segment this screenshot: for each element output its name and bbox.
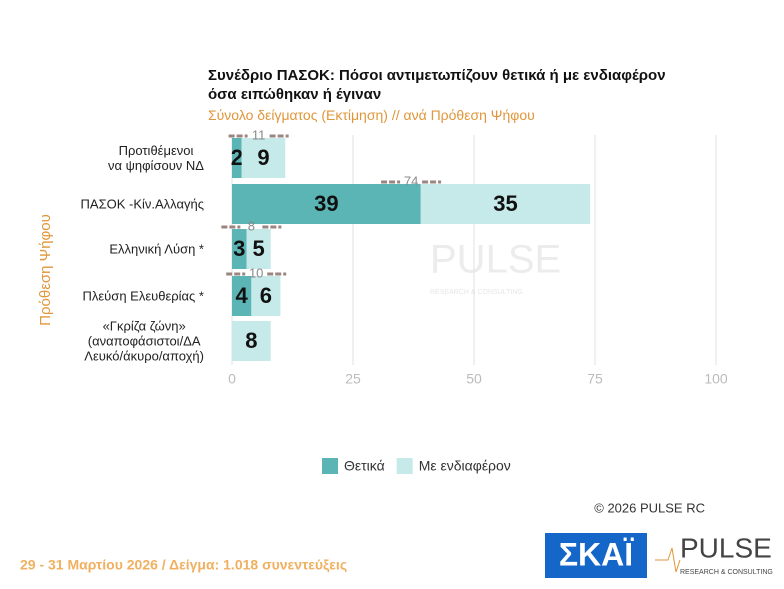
total-label: 74 bbox=[404, 173, 418, 188]
bar bbox=[251, 276, 281, 316]
x-tick-label: 0 bbox=[228, 371, 236, 387]
legend-label: Με ενδιαφέρον bbox=[419, 458, 511, 474]
category-label: «Γκρίζα ζώνη» (αναποφάσιστοι/ΔΑ Λευκό/άκ… bbox=[84, 318, 204, 364]
bar bbox=[232, 321, 271, 361]
pulse-icon bbox=[655, 547, 681, 573]
chart-title: Συνέδριο ΠΑΣΟΚ: Πόσοι αντιμετωπίζουν θετ… bbox=[208, 67, 666, 103]
x-tick-label: 75 bbox=[587, 371, 603, 387]
legend-swatch bbox=[322, 458, 338, 474]
total-label: 8 bbox=[248, 218, 255, 233]
copyright: © 2026 PULSE RC bbox=[594, 500, 705, 515]
value-label: 35 bbox=[493, 191, 517, 216]
pulse-logo: PULSE bbox=[680, 532, 772, 563]
watermark: PULSE bbox=[430, 238, 561, 282]
legend-swatch bbox=[396, 458, 413, 474]
total-label: 11 bbox=[252, 127, 266, 142]
bar bbox=[232, 184, 421, 224]
bar bbox=[232, 138, 242, 178]
total-label: 10 bbox=[249, 265, 263, 280]
watermark-tagline: RESEARCH & CONSULTING bbox=[430, 289, 523, 296]
footer-note: 29 - 31 Μαρτίου 2026 / Δείγμα: 1.018 συν… bbox=[20, 557, 347, 573]
legend-label: Θετικά bbox=[344, 458, 385, 474]
category-label: Πλεύση Ελευθερίας * bbox=[82, 288, 205, 304]
value-label: 5 bbox=[252, 236, 264, 261]
skai-logo-text: ΣΚΑΪ bbox=[559, 536, 634, 572]
bar bbox=[420, 184, 591, 224]
x-tick-label: 50 bbox=[466, 371, 482, 387]
value-label: 8 bbox=[245, 328, 257, 353]
category-label: ΠΑΣΟΚ -Κίν.Αλλαγής bbox=[80, 196, 204, 212]
bar bbox=[246, 229, 271, 269]
bar bbox=[232, 276, 252, 316]
value-label: 39 bbox=[314, 191, 338, 216]
bar bbox=[232, 229, 247, 269]
skai-logo bbox=[545, 533, 647, 578]
y-axis-label: Πρόθεση Ψήφου bbox=[37, 214, 54, 326]
value-label: 4 bbox=[236, 283, 249, 308]
x-tick-label: 100 bbox=[704, 371, 728, 387]
value-label: 2 bbox=[231, 145, 243, 170]
category-label: Ελληνική Λύση * bbox=[109, 241, 204, 257]
value-label: 6 bbox=[260, 283, 272, 308]
chart-subtitle: Σύνολο δείγματος (Εκτίμηση) // ανά Πρόθε… bbox=[208, 107, 535, 123]
x-tick-label: 25 bbox=[345, 371, 361, 387]
category-label: Προτιθέμενοι να ψηφίσουν ΝΔ bbox=[108, 143, 204, 173]
value-label: 9 bbox=[257, 145, 269, 170]
pulse-tagline: RESEARCH & CONSULTING bbox=[680, 569, 773, 576]
bar bbox=[241, 138, 286, 178]
value-label: 3 bbox=[233, 236, 245, 261]
